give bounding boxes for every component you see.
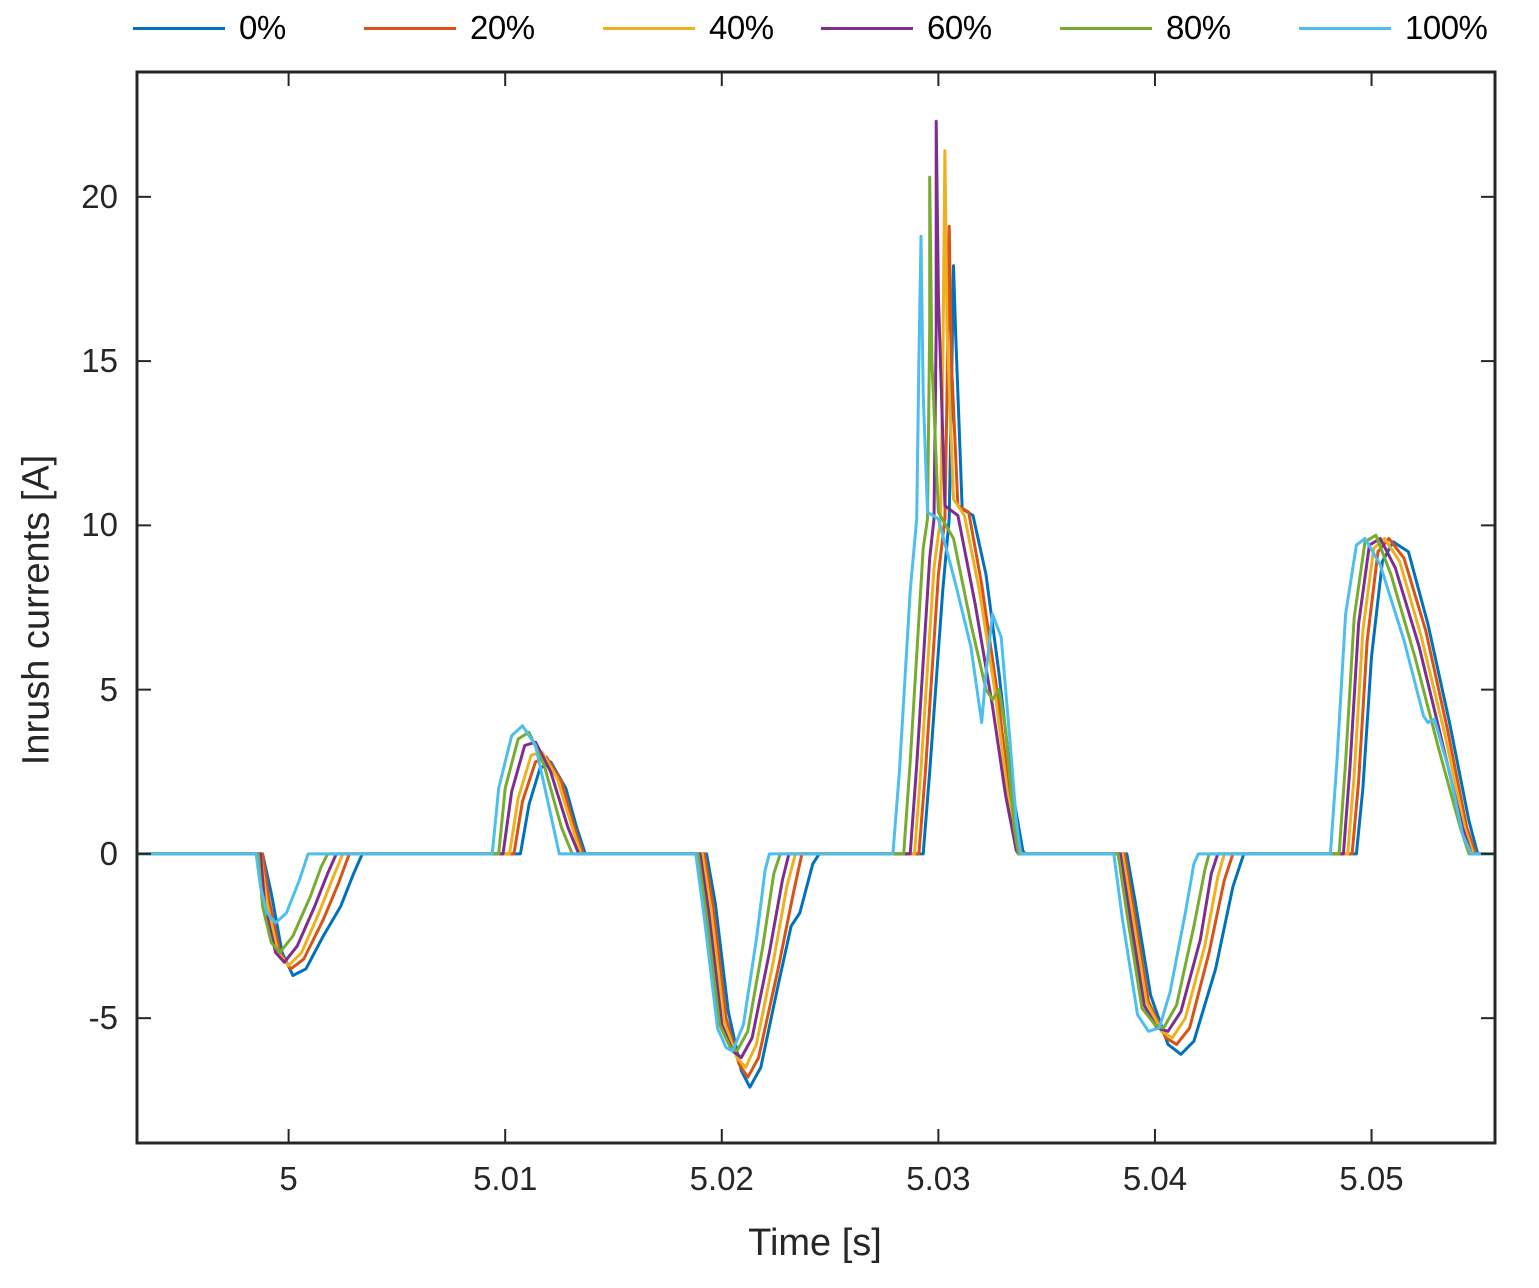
series-line-5 (137, 234, 1495, 1053)
y-tick-label: 5 (99, 670, 118, 708)
axes-frame (135, 70, 1497, 1145)
legend-label: 100% (1405, 9, 1488, 46)
series-line-4 (137, 175, 1495, 1053)
legend-item-2: 40% (603, 8, 774, 48)
legend-swatch (1299, 26, 1391, 30)
legend: 0% 20% 40% 60% 80% 100% (0, 0, 1539, 60)
x-tick-label: 5.05 (1339, 1160, 1404, 1197)
legend-swatch (133, 26, 225, 30)
series-line-3 (137, 119, 1495, 1060)
y-tick-label: 0 (99, 834, 118, 872)
y-tick-label: 15 (81, 342, 118, 380)
x-tick-label: 5.01 (473, 1160, 538, 1197)
legend-label: 60% (927, 9, 992, 46)
legend-item-4: 80% (1060, 8, 1231, 48)
legend-item-1: 20% (364, 8, 535, 48)
x-tick-label: 5.04 (1122, 1160, 1188, 1197)
legend-swatch (1060, 26, 1152, 30)
legend-label: 80% (1166, 9, 1231, 46)
y-tick-label: 10 (81, 506, 118, 544)
legend-item-5: 100% (1299, 8, 1488, 48)
series-line-2 (137, 149, 1495, 1069)
legend-swatch (821, 26, 913, 30)
series-lines (137, 119, 1495, 1089)
legend-label: 0% (239, 9, 286, 46)
x-tick-label: 5.03 (906, 1160, 971, 1197)
y-axis-label: Inrush currents [A] (15, 454, 58, 766)
legend-label: 20% (470, 9, 535, 46)
legend-swatch (364, 26, 456, 30)
x-tick-label: 5.02 (689, 1160, 754, 1197)
x-axis-label: Time [s] (748, 1222, 882, 1264)
series-line-0 (137, 264, 1495, 1089)
legend-swatch (603, 26, 695, 30)
x-tick-label: 5 (279, 1160, 298, 1197)
legend-item-3: 60% (821, 8, 992, 48)
legend-item-0: 0% (133, 8, 286, 48)
y-tick-label: 20 (81, 177, 118, 215)
series-line-1 (137, 224, 1495, 1079)
legend-label: 40% (709, 9, 774, 46)
y-tick-label: -5 (88, 999, 118, 1037)
